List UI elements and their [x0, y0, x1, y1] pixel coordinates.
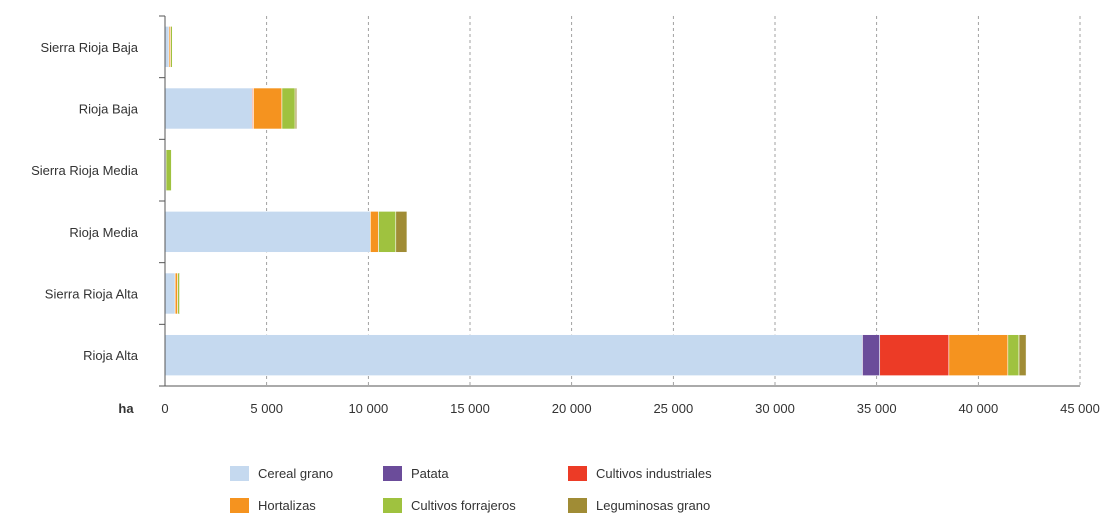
x-tick-label: 0 — [161, 401, 168, 416]
x-axis-label: ha — [118, 401, 134, 416]
bar-segment — [164, 272, 176, 315]
legend-label: Hortalizas — [258, 498, 316, 513]
legend-label: Cultivos industriales — [596, 466, 712, 481]
x-tick-label: 30 000 — [755, 401, 795, 416]
bars — [164, 26, 1027, 376]
bar-segment — [1007, 334, 1020, 376]
legend-swatch — [383, 466, 402, 481]
x-tick-label: 10 000 — [348, 401, 388, 416]
legend: Cereal grano Patata Cultivos industriales H… — [230, 466, 712, 513]
category-label: Rioja Alta — [83, 348, 139, 363]
x-tick-label: 45 000 — [1060, 401, 1100, 416]
category-label: Rioja Baja — [79, 102, 139, 117]
x-tick-label: 20 000 — [552, 401, 592, 416]
x-tick-label: 40 000 — [958, 401, 998, 416]
axes: Sierra Rioja Baja Rioja Baja Sierra Rioja … — [31, 15, 1100, 416]
bar-segment — [879, 334, 950, 376]
category-label: Sierra Rioja Alta — [45, 287, 139, 302]
category-label: Rioja Media — [69, 225, 138, 240]
bar-segment — [164, 334, 863, 376]
x-tick-label: 35 000 — [857, 401, 897, 416]
legend-swatch — [568, 498, 587, 513]
gridlines — [266, 16, 1081, 386]
bar-segment — [164, 87, 253, 130]
bar-segment — [174, 272, 178, 315]
bar-segment — [281, 87, 296, 130]
bar-segment — [1018, 334, 1027, 376]
bar-segment — [370, 211, 379, 253]
legend-swatch — [230, 466, 249, 481]
x-tick-label: 25 000 — [653, 401, 693, 416]
category-label: Sierra Rioja Baja — [40, 40, 138, 55]
bar-segment — [171, 149, 173, 191]
bar-segment — [395, 211, 408, 253]
legend-label: Leguminosas grano — [596, 498, 710, 513]
legend-label: Cultivos forrajeros — [411, 498, 516, 513]
bar-segment — [177, 272, 180, 315]
bar-segment — [164, 211, 371, 253]
bar-segment — [378, 211, 397, 253]
legend-label: Cereal grano — [258, 466, 333, 481]
x-tick-label: 15 000 — [450, 401, 490, 416]
legend-label: Patata — [411, 466, 449, 481]
bar-segment — [253, 87, 283, 130]
bar-segment — [862, 334, 881, 376]
bar-segment — [948, 334, 1009, 376]
bar-segment — [294, 87, 298, 130]
bar-segment — [164, 26, 170, 68]
legend-swatch — [383, 498, 402, 513]
x-tick-label: 5 000 — [250, 401, 283, 416]
category-label: Sierra Rioja Media — [31, 163, 139, 178]
bar-segment — [179, 272, 181, 315]
legend-swatch — [568, 466, 587, 481]
bar-segment — [165, 149, 172, 191]
legend-swatch — [230, 498, 249, 513]
bar-segment — [172, 26, 174, 68]
